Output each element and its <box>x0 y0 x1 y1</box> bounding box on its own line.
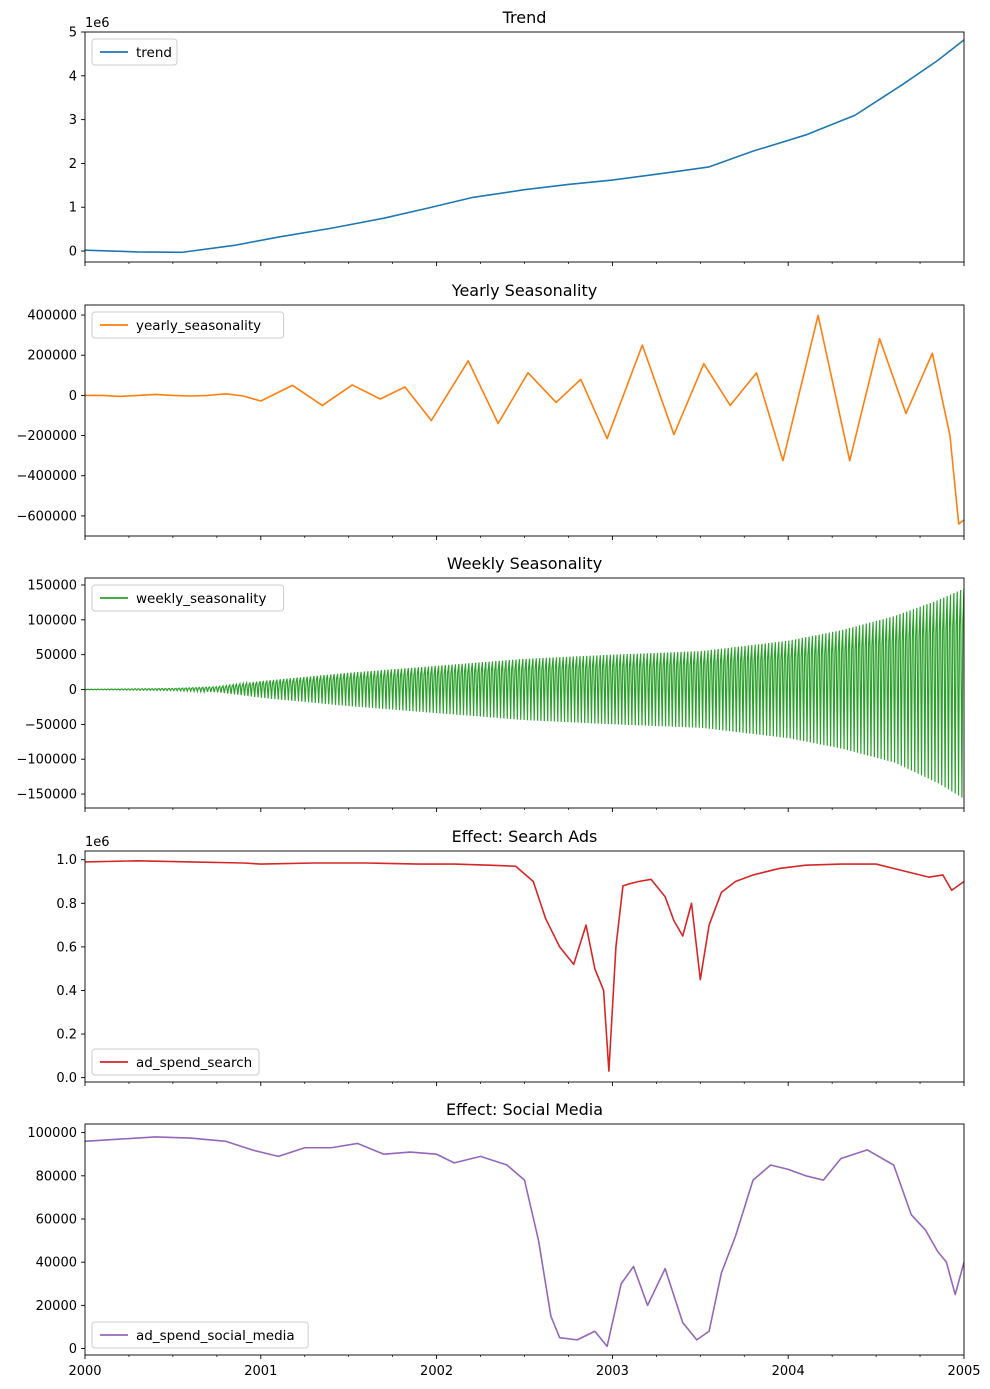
social-media-panel: Effect: Social Media 0 20000 40000 60000 8000… <box>27 1100 980 1379</box>
social-media-xtick-label: 2001 <box>244 1364 277 1379</box>
social-media-legend-box <box>91 1321 309 1349</box>
search-ads-axes-frame <box>84 850 965 1083</box>
search-ads-legend-box <box>91 1048 260 1076</box>
social-media-xtick-label: 2003 <box>596 1364 629 1379</box>
social-media-title: Effect: Social Media <box>446 1100 603 1119</box>
yearly-seasonality-panel: Yearly Seasonality −600000 −400000 −200000 0… <box>16 281 965 540</box>
trend-title: Trend <box>502 8 547 27</box>
social-media-series-group <box>85 1136 964 1348</box>
social-media-legend-label: ad_spend_social_media <box>136 1328 295 1344</box>
social-media-ytick-label: 80000 <box>36 1169 77 1184</box>
social-media-legend: ad_spend_social_media <box>91 1321 309 1349</box>
weekly-seasonality-legend: weekly_seasonality <box>91 584 285 612</box>
weekly-seasonality-legend-box <box>91 584 285 612</box>
weekly-seasonality-ytick-label: 50000 <box>36 648 77 663</box>
yearly-seasonality-ytick-label: 200000 <box>27 349 77 364</box>
weekly-seasonality-ytick-label: 0 <box>69 683 77 698</box>
weekly-seasonality-ytick-label: −50000 <box>25 718 77 733</box>
weekly-seasonality-ytick-label: 100000 <box>27 613 77 628</box>
social-media-xtick-label: 2002 <box>420 1364 453 1379</box>
search-ads-ytick-label: 0.0 <box>56 1071 77 1086</box>
yearly-seasonality-ytick-label: −400000 <box>16 469 77 484</box>
search-ads-ytick-label: 0.4 <box>56 984 77 999</box>
weekly-seasonality-ytick-label: −150000 <box>16 788 77 803</box>
weekly-seasonality-ytick-label: −100000 <box>16 753 77 768</box>
social-media-ytick-label: 0 <box>69 1342 77 1357</box>
trend-ytick-label: 5 <box>69 26 77 41</box>
trend-panel: Trend 1e6 0 1 2 3 4 5 trend <box>69 8 965 266</box>
social-media-axes-frame <box>84 1123 965 1356</box>
trend-ytick-label: 4 <box>69 69 77 84</box>
search-ads-title: Effect: Search Ads <box>452 827 598 846</box>
search-ads-series-group <box>85 860 964 1072</box>
trend-line <box>85 39 964 254</box>
trend-ytick-label: 1 <box>69 201 77 216</box>
weekly-seasonality-title: Weekly Seasonality <box>447 554 602 573</box>
search-ads-line <box>85 860 964 1072</box>
social-media-line <box>85 1136 964 1348</box>
trend-ytick-label: 2 <box>69 157 77 172</box>
search-ads-legend-label: ad_spend_search <box>136 1055 252 1071</box>
weekly-seasonality-ytick-label: 150000 <box>27 578 77 593</box>
social-media-ytick-label: 100000 <box>27 1126 77 1141</box>
search-ads-legend: ad_spend_search <box>91 1048 260 1076</box>
search-ads-panel: Effect: Search Ads 1e6 0.0 0.2 0.4 0.6 0.8 1.0 a… <box>56 827 965 1086</box>
social-media-ytick-label: 40000 <box>36 1256 77 1271</box>
trend-axes-frame <box>84 31 965 263</box>
weekly-seasonality-series-group <box>85 588 964 798</box>
search-ads-ytick-label: 0.2 <box>56 1028 77 1043</box>
search-ads-offset-label: 1e6 <box>85 835 110 850</box>
trend-ytick-label: 0 <box>69 245 77 260</box>
yearly-seasonality-ytick-label: 400000 <box>27 309 77 324</box>
weekly-seasonality-legend-label: weekly_seasonality <box>136 591 266 607</box>
trend-series-group <box>85 39 964 254</box>
trend-legend-label: trend <box>136 45 172 61</box>
yearly-seasonality-legend: yearly_seasonality <box>91 311 285 339</box>
social-media-ytick-label: 20000 <box>36 1299 77 1314</box>
yearly-seasonality-ytick-label: −600000 <box>16 509 77 524</box>
yearly-seasonality-axes-frame <box>84 304 965 537</box>
yearly-seasonality-series-group <box>85 314 964 525</box>
yearly-seasonality-ytick-label: −200000 <box>16 429 77 444</box>
social-media-xtick-label: 2004 <box>772 1364 805 1379</box>
yearly-seasonality-legend-box <box>91 311 285 339</box>
weekly-seasonality-panel: Weekly Seasonality −150000 −100000 −50000 0 5… <box>16 554 965 812</box>
trend-offset-label: 1e6 <box>85 16 110 31</box>
social-media-ytick-label: 60000 <box>36 1212 77 1227</box>
yearly-seasonality-line <box>85 314 964 525</box>
weekly-seasonality-line <box>85 588 964 798</box>
trend-legend-box <box>91 38 178 66</box>
yearly-seasonality-legend-label: yearly_seasonality <box>136 318 261 334</box>
search-ads-ytick-label: 1.0 <box>56 853 77 868</box>
yearly-seasonality-ytick-label: 0 <box>69 389 77 404</box>
trend-legend: trend <box>91 38 178 66</box>
yearly-seasonality-title: Yearly Seasonality <box>451 281 597 300</box>
social-media-xtick-label: 2005 <box>947 1364 980 1379</box>
search-ads-ytick-label: 0.6 <box>56 940 77 955</box>
social-media-xtick-label: 2000 <box>68 1364 101 1379</box>
search-ads-ytick-label: 0.8 <box>56 897 77 912</box>
trend-ytick-label: 3 <box>69 113 77 128</box>
